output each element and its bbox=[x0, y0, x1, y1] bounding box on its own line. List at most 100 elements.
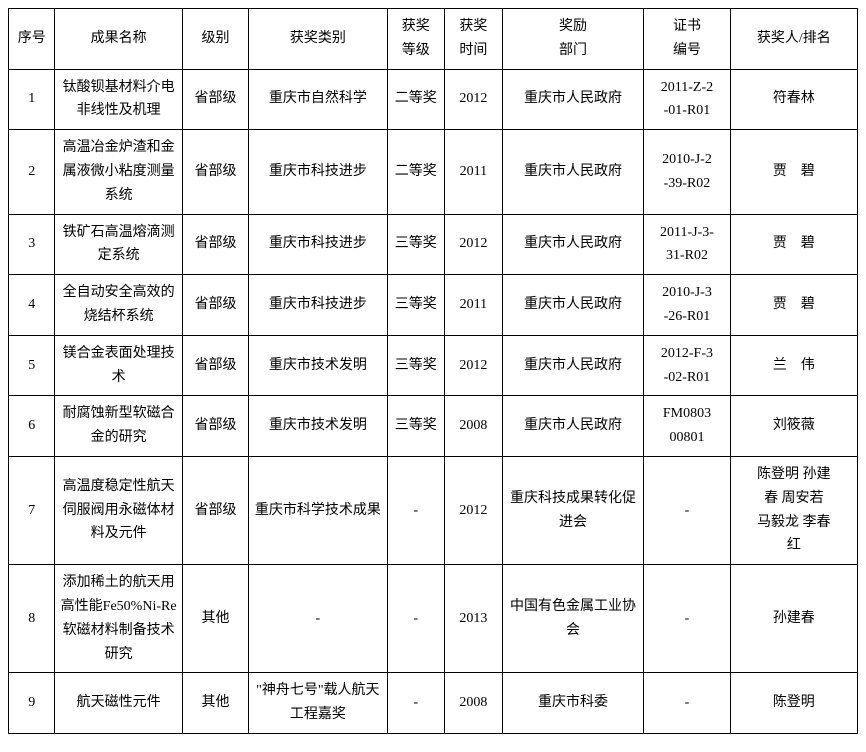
cell-cert: 2011-Z-2 -01-R01 bbox=[644, 69, 730, 130]
cell-name: 航天磁性元件 bbox=[55, 673, 182, 734]
cell-time: 2008 bbox=[445, 396, 503, 457]
cell-type: 重庆市科技进步 bbox=[249, 130, 387, 214]
cell-dept: 重庆市人民政府 bbox=[502, 335, 644, 396]
cell-dept: 重庆市科委 bbox=[502, 673, 644, 734]
table-body: 1 钛酸钡基材料介电非线性及机理 省部级 重庆市自然科学 二等奖 2012 重庆… bbox=[9, 69, 858, 733]
cell-time: 2012 bbox=[445, 335, 503, 396]
awards-table: 序号 成果名称 级别 获奖类别 获奖 等级 获奖 时间 奖励 部门 证书 编号 … bbox=[8, 8, 858, 734]
cell-cert: - bbox=[644, 456, 730, 564]
cell-level: 省部级 bbox=[182, 69, 248, 130]
cell-grade: - bbox=[387, 673, 445, 734]
table-row: 7 高温度稳定性航天伺服阀用永磁体材料及元件 省部级 重庆市科学技术成果 - 2… bbox=[9, 456, 858, 564]
cell-dept: 重庆市人民政府 bbox=[502, 69, 644, 130]
cell-level: 其他 bbox=[182, 673, 248, 734]
cell-grade: 三等奖 bbox=[387, 214, 445, 275]
cell-type: - bbox=[249, 565, 387, 673]
cell-num: 3 bbox=[9, 214, 55, 275]
cell-num: 7 bbox=[9, 456, 55, 564]
cell-cert: - bbox=[644, 565, 730, 673]
cell-level: 省部级 bbox=[182, 130, 248, 214]
cell-person: 贾 碧 bbox=[730, 214, 857, 275]
cell-name: 高温冶金炉渣和金属液微小粘度测量系统 bbox=[55, 130, 182, 214]
cell-dept: 重庆市人民政府 bbox=[502, 275, 644, 336]
cell-grade: 三等奖 bbox=[387, 335, 445, 396]
table-row: 9 航天磁性元件 其他 "神舟七号"载人航天工程嘉奖 - 2008 重庆市科委 … bbox=[9, 673, 858, 734]
header-name: 成果名称 bbox=[55, 9, 182, 70]
table-row: 8 添加稀土的航天用高性能Fe50%Ni-Re软磁材料制备技术研究 其他 - -… bbox=[9, 565, 858, 673]
cell-level: 省部级 bbox=[182, 335, 248, 396]
cell-type: 重庆市科技进步 bbox=[249, 214, 387, 275]
cell-name: 镁合金表面处理技术 bbox=[55, 335, 182, 396]
cell-grade: 三等奖 bbox=[387, 275, 445, 336]
header-person: 获奖人/排名 bbox=[730, 9, 857, 70]
cell-time: 2011 bbox=[445, 275, 503, 336]
cell-num: 5 bbox=[9, 335, 55, 396]
cell-num: 9 bbox=[9, 673, 55, 734]
header-cert: 证书 编号 bbox=[644, 9, 730, 70]
cell-grade: 二等奖 bbox=[387, 130, 445, 214]
cell-cert: 2010-J-2 -39-R02 bbox=[644, 130, 730, 214]
cell-level: 省部级 bbox=[182, 456, 248, 564]
cell-dept: 中国有色金属工业协会 bbox=[502, 565, 644, 673]
cell-type: 重庆市技术发明 bbox=[249, 335, 387, 396]
table-row: 6 耐腐蚀新型软磁合金的研究 省部级 重庆市技术发明 三等奖 2008 重庆市人… bbox=[9, 396, 858, 457]
cell-grade: 二等奖 bbox=[387, 69, 445, 130]
cell-type: 重庆市科学技术成果 bbox=[249, 456, 387, 564]
table-row: 1 钛酸钡基材料介电非线性及机理 省部级 重庆市自然科学 二等奖 2012 重庆… bbox=[9, 69, 858, 130]
table-row: 3 铁矿石高温熔滴测定系统 省部级 重庆市科技进步 三等奖 2012 重庆市人民… bbox=[9, 214, 858, 275]
cell-time: 2012 bbox=[445, 214, 503, 275]
table-row: 2 高温冶金炉渣和金属液微小粘度测量系统 省部级 重庆市科技进步 二等奖 201… bbox=[9, 130, 858, 214]
cell-person: 刘筱薇 bbox=[730, 396, 857, 457]
cell-num: 8 bbox=[9, 565, 55, 673]
cell-person: 贾 碧 bbox=[730, 130, 857, 214]
cell-dept: 重庆市人民政府 bbox=[502, 214, 644, 275]
header-time: 获奖 时间 bbox=[445, 9, 503, 70]
cell-person: 陈登明 孙建 春 周安若 马毅龙 李春 红 bbox=[730, 456, 857, 564]
cell-person: 贾 碧 bbox=[730, 275, 857, 336]
cell-person: 符春林 bbox=[730, 69, 857, 130]
cell-level: 其他 bbox=[182, 565, 248, 673]
cell-person: 孙建春 bbox=[730, 565, 857, 673]
cell-person: 兰 伟 bbox=[730, 335, 857, 396]
header-dept: 奖励 部门 bbox=[502, 9, 644, 70]
cell-person: 陈登明 bbox=[730, 673, 857, 734]
cell-dept: 重庆市人民政府 bbox=[502, 130, 644, 214]
cell-level: 省部级 bbox=[182, 275, 248, 336]
cell-dept: 重庆市人民政府 bbox=[502, 396, 644, 457]
cell-cert: 2011-J-3- 31-R02 bbox=[644, 214, 730, 275]
cell-type: 重庆市科技进步 bbox=[249, 275, 387, 336]
header-num: 序号 bbox=[9, 9, 55, 70]
cell-type: "神舟七号"载人航天工程嘉奖 bbox=[249, 673, 387, 734]
cell-num: 1 bbox=[9, 69, 55, 130]
cell-cert: FM0803 00801 bbox=[644, 396, 730, 457]
cell-cert: 2012-F-3 -02-R01 bbox=[644, 335, 730, 396]
cell-num: 6 bbox=[9, 396, 55, 457]
cell-name: 全自动安全高效的烧结杯系统 bbox=[55, 275, 182, 336]
cell-grade: 三等奖 bbox=[387, 396, 445, 457]
table-row: 4 全自动安全高效的烧结杯系统 省部级 重庆市科技进步 三等奖 2011 重庆市… bbox=[9, 275, 858, 336]
cell-name: 耐腐蚀新型软磁合金的研究 bbox=[55, 396, 182, 457]
cell-time: 2011 bbox=[445, 130, 503, 214]
cell-name: 钛酸钡基材料介电非线性及机理 bbox=[55, 69, 182, 130]
cell-level: 省部级 bbox=[182, 214, 248, 275]
header-level: 级别 bbox=[182, 9, 248, 70]
header-grade: 获奖 等级 bbox=[387, 9, 445, 70]
cell-grade: - bbox=[387, 456, 445, 564]
cell-num: 2 bbox=[9, 130, 55, 214]
header-type: 获奖类别 bbox=[249, 9, 387, 70]
cell-time: 2008 bbox=[445, 673, 503, 734]
cell-type: 重庆市自然科学 bbox=[249, 69, 387, 130]
cell-time: 2012 bbox=[445, 456, 503, 564]
cell-cert: 2010-J-3 -26-R01 bbox=[644, 275, 730, 336]
cell-num: 4 bbox=[9, 275, 55, 336]
cell-cert: - bbox=[644, 673, 730, 734]
cell-name: 铁矿石高温熔滴测定系统 bbox=[55, 214, 182, 275]
cell-type: 重庆市技术发明 bbox=[249, 396, 387, 457]
cell-dept: 重庆科技成果转化促进会 bbox=[502, 456, 644, 564]
table-header-row: 序号 成果名称 级别 获奖类别 获奖 等级 获奖 时间 奖励 部门 证书 编号 … bbox=[9, 9, 858, 70]
cell-name: 添加稀土的航天用高性能Fe50%Ni-Re软磁材料制备技术研究 bbox=[55, 565, 182, 673]
cell-time: 2012 bbox=[445, 69, 503, 130]
table-row: 5 镁合金表面处理技术 省部级 重庆市技术发明 三等奖 2012 重庆市人民政府… bbox=[9, 335, 858, 396]
cell-level: 省部级 bbox=[182, 396, 248, 457]
cell-grade: - bbox=[387, 565, 445, 673]
